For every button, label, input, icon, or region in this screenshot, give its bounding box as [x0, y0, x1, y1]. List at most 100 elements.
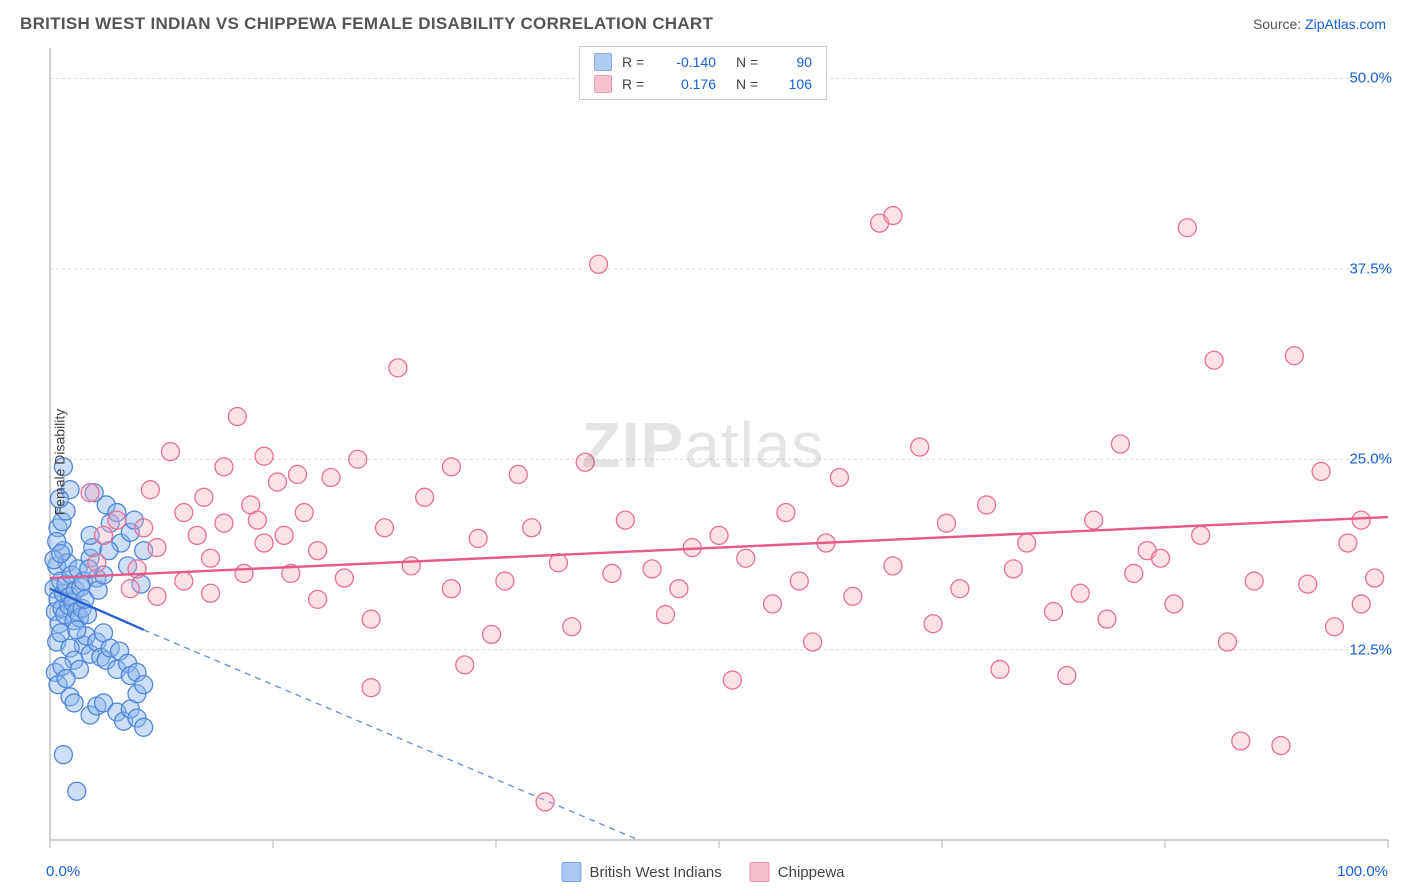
chip-point [643, 560, 661, 578]
r-value: 0.176 [660, 73, 716, 95]
chip-point [1098, 610, 1116, 628]
chip-point [108, 511, 126, 529]
chip-point [195, 488, 213, 506]
chip-point [228, 408, 246, 426]
chip-point [1178, 219, 1196, 237]
header: BRITISH WEST INDIAN VS CHIPPEWA FEMALE D… [0, 0, 1406, 42]
chip-point [737, 549, 755, 567]
chip-point [590, 255, 608, 273]
y-tick-label: 37.5% [1349, 260, 1392, 277]
chip-point [1352, 511, 1370, 529]
bwi-point [135, 676, 153, 694]
chip-point [764, 595, 782, 613]
chip-point [790, 572, 808, 590]
chip-point [456, 656, 474, 674]
bwi-point [135, 718, 153, 736]
chip-point [1111, 435, 1129, 453]
chip-point [523, 519, 541, 537]
y-tick-label: 12.5% [1349, 641, 1392, 658]
chip-point [1018, 534, 1036, 552]
chip-point [951, 580, 969, 598]
legend-swatch [594, 53, 612, 71]
chip-point [777, 504, 795, 522]
chip-point [1125, 564, 1143, 582]
legend-swatch [750, 862, 770, 882]
chip-point [1339, 534, 1357, 552]
n-label: N = [736, 51, 764, 73]
chip-point [656, 606, 674, 624]
chip-point [289, 465, 307, 483]
chip-point [1218, 633, 1236, 651]
chip-point [235, 564, 253, 582]
chip-point [362, 610, 380, 628]
chip-point [1165, 595, 1183, 613]
legend-label: Chippewa [778, 864, 845, 881]
chip-point [349, 450, 367, 468]
chip-point [1004, 560, 1022, 578]
chip-point [1312, 462, 1330, 480]
chip-point [978, 496, 996, 514]
chip-point [804, 633, 822, 651]
bwi-point [68, 621, 86, 639]
chip-point [991, 660, 1009, 678]
chip-point [148, 587, 166, 605]
chip-point [442, 580, 460, 598]
chip-point [469, 529, 487, 547]
chip-point [1325, 618, 1343, 636]
legend-item: British West Indians [562, 862, 722, 882]
chip-point [924, 615, 942, 633]
correlation-row: R =0.176N =106 [594, 73, 812, 95]
chip-point [389, 359, 407, 377]
chip-point [215, 458, 233, 476]
chip-point [1192, 526, 1210, 544]
chip-point [1272, 737, 1290, 755]
y-tick-label: 25.0% [1349, 451, 1392, 468]
chip-point [141, 481, 159, 499]
chip-point [1232, 732, 1250, 750]
chip-point [937, 514, 955, 532]
series-legend: British West Indians Chippewa [562, 862, 845, 882]
chart-area: Female Disability ZIPatlas R =-0.140N =9… [0, 42, 1406, 882]
chip-point [95, 526, 113, 544]
x-axis-min-label: 0.0% [46, 863, 80, 880]
chip-point [616, 511, 634, 529]
chip-point [723, 671, 741, 689]
r-label: R = [622, 73, 650, 95]
chip-point [121, 580, 139, 598]
chip-point [255, 534, 273, 552]
r-label: R = [622, 51, 650, 73]
chip-point [576, 453, 594, 471]
bwi-point [68, 782, 86, 800]
chip-point [295, 504, 313, 522]
chart-title: BRITISH WEST INDIAN VS CHIPPEWA FEMALE D… [20, 14, 713, 34]
correlation-legend: R =-0.140N =90R = 0.176 N = 106 [579, 46, 827, 100]
chip-point [509, 465, 527, 483]
bwi-point [52, 545, 70, 563]
bwi-point [54, 746, 72, 764]
chip-point [1071, 584, 1089, 602]
chip-point [402, 557, 420, 575]
chip-point [215, 514, 233, 532]
bwi-point [65, 694, 83, 712]
bwi-point [57, 670, 75, 688]
chip-point [88, 554, 106, 572]
correlation-row: R =-0.140N =90 [594, 51, 812, 73]
chip-point [248, 511, 266, 529]
chip-point [911, 438, 929, 456]
chip-point [483, 625, 501, 643]
source-link[interactable]: ZipAtlas.com [1305, 16, 1386, 32]
legend-swatch [562, 862, 582, 882]
source-attribution: Source: ZipAtlas.com [1253, 16, 1386, 32]
chip-point [496, 572, 514, 590]
chip-point [563, 618, 581, 636]
chip-point [335, 569, 353, 587]
chip-point [1205, 351, 1223, 369]
chip-point [202, 584, 220, 602]
chip-point [202, 549, 220, 567]
chip-point [309, 542, 327, 560]
chip-point [175, 504, 193, 522]
chip-point [442, 458, 460, 476]
n-value: 106 [774, 73, 812, 95]
chip-point [188, 526, 206, 544]
chip-point [1245, 572, 1263, 590]
